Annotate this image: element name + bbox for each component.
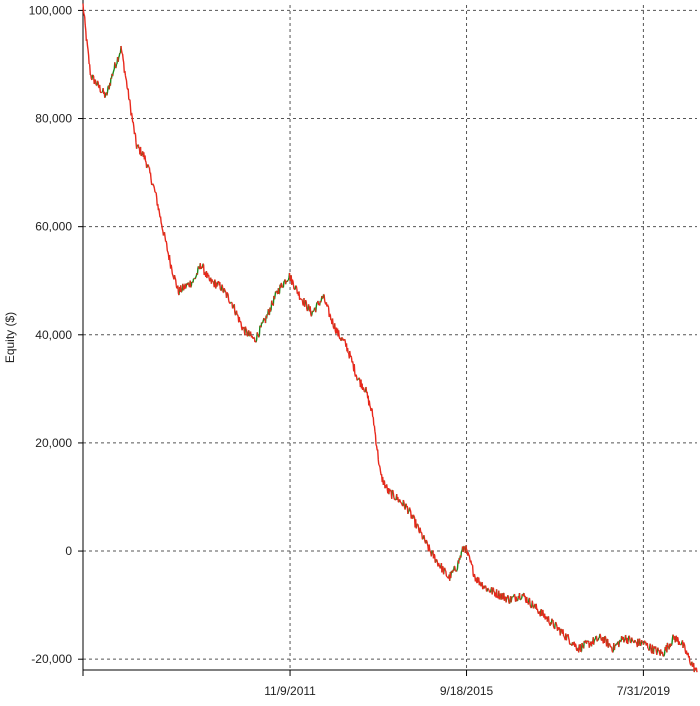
y-tick-label: 100,000 (29, 3, 73, 17)
y-axis-title: Equity ($) (3, 312, 17, 363)
y-tick-label: 80,000 (35, 112, 72, 126)
y-tick-label: -20,000 (31, 652, 72, 666)
y-tick-label: 40,000 (35, 328, 72, 342)
equity-series (82, 3, 698, 673)
grid (83, 5, 697, 670)
series-line-up (85, 39, 697, 673)
axes (78, 0, 697, 676)
x-tick-labels: 11/9/2011 9/18/2015 7/31/2019 (264, 684, 670, 698)
y-tick-label: 60,000 (35, 220, 72, 234)
x-tick-label: 7/31/2019 (617, 684, 671, 698)
x-tick-label: 11/9/2011 (264, 684, 316, 698)
x-tick-label: 9/18/2015 (440, 684, 494, 698)
y-tick-label: 20,000 (35, 436, 72, 450)
y-tick-label: 0 (65, 544, 72, 558)
series-line-down (82, 3, 698, 673)
y-tick-labels: 100,000 80,000 60,000 40,000 20,000 0 -20,000 (29, 3, 73, 666)
